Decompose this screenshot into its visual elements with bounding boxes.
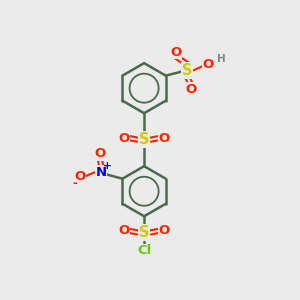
Text: O: O bbox=[158, 132, 170, 145]
Text: O: O bbox=[158, 224, 170, 238]
Text: O: O bbox=[202, 58, 214, 71]
Text: H: H bbox=[217, 54, 226, 64]
Text: O: O bbox=[170, 46, 182, 59]
Text: Cl: Cl bbox=[137, 244, 151, 257]
Text: S: S bbox=[139, 225, 149, 240]
Text: N: N bbox=[96, 166, 107, 179]
Text: O: O bbox=[94, 148, 105, 160]
Text: +: + bbox=[103, 161, 112, 171]
Text: O: O bbox=[118, 224, 130, 238]
Text: S: S bbox=[182, 63, 192, 78]
Text: O: O bbox=[186, 83, 197, 96]
Text: S: S bbox=[139, 132, 149, 147]
Text: O: O bbox=[118, 132, 130, 145]
Text: O: O bbox=[74, 170, 86, 183]
Text: -: - bbox=[72, 177, 77, 190]
